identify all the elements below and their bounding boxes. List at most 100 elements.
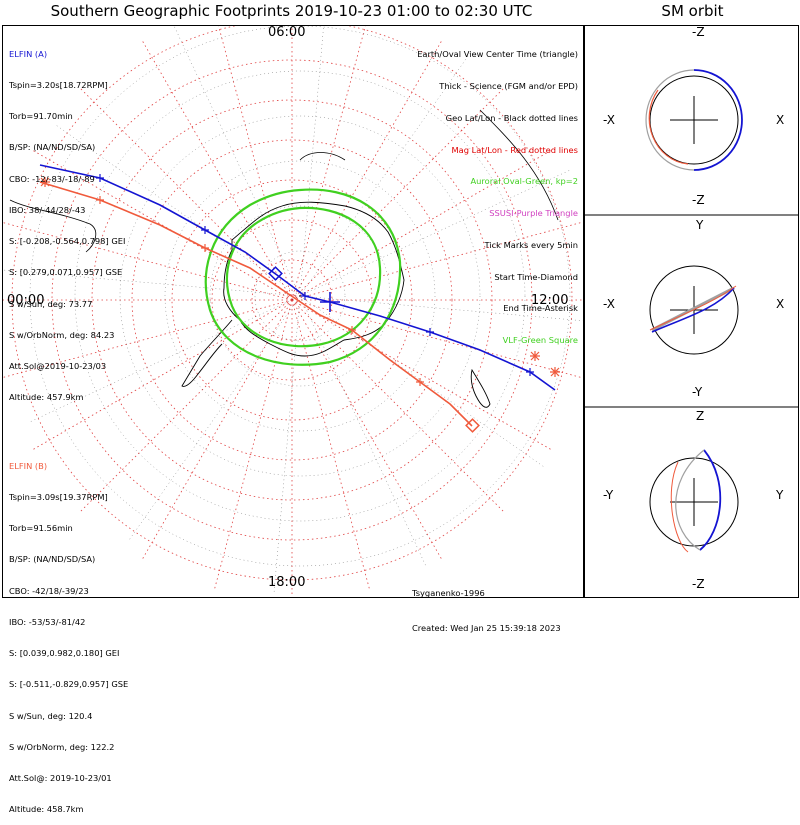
- elfin-a-line: Torb=91.70min: [9, 111, 73, 122]
- geo-latitude-circle: [254, 250, 346, 342]
- sm2-orbit-b: [649, 285, 737, 331]
- elfin-b-line: B/SP: (NA/ND/SD/SA): [9, 554, 96, 565]
- elfin-a-line: S w/OrbNorm, deg: 84.23: [9, 329, 115, 340]
- sm3-top-label: Z: [696, 409, 705, 423]
- legend-item: Mag Lat/Lon - Red dotted lines: [451, 144, 578, 155]
- geo-longitude-line: [273, 295, 301, 595]
- island-outline: [470, 368, 491, 408]
- sm3-right-label: Y: [776, 488, 784, 502]
- elfin-b-info: ELFIN (B) Tspin=3.09s[19.37RPM] Torb=91.…: [9, 440, 128, 825]
- elfin-a-tick: [201, 226, 209, 234]
- antarctica-coastline: [9, 109, 559, 408]
- elfin-a-center-marker: [320, 292, 340, 312]
- mag-longitude-line: [79, 87, 293, 301]
- sm3-bottom-label: -Z: [692, 577, 705, 591]
- mag-longitude-line: [291, 149, 553, 301]
- mag-longitude-line: [291, 221, 582, 301]
- plot-title: Southern Geographic Footprints 2019-10-2…: [50, 2, 533, 20]
- earth-circle: [649, 265, 739, 355]
- mag-longitude-line: [31, 299, 293, 451]
- mag-longitude-line: [291, 299, 553, 451]
- geo-longitude-line: [299, 295, 428, 568]
- elfin-a-tick: [426, 328, 434, 336]
- elfin-a-info: ELFIN (A) Tspin=3.20s[18.72RPM] Torb=91.…: [9, 28, 125, 413]
- sm1-bottom-label: -Z: [692, 193, 705, 207]
- geo-latitude-circle: [119, 115, 481, 477]
- mag-longitude-line: [291, 299, 371, 590]
- legend-item: Tick Marks every 5min: [484, 239, 578, 250]
- sm3-orbit-a: [699, 449, 722, 551]
- sm2-top-label: Y: [696, 218, 704, 232]
- figure-canvas: [2, 25, 799, 598]
- sm1-right-label: X: [776, 113, 785, 127]
- mag-longitude-line: [3, 299, 293, 378]
- elfin-a-line: S w/Sun, deg: 73.77: [9, 298, 93, 309]
- coast-fragment: [299, 152, 346, 161]
- mag-longitude-line: [3, 222, 293, 301]
- australia-edge: [479, 109, 559, 221]
- elfin-b-line: S: [-0.511,-0.829,0.957] GSE: [9, 679, 129, 690]
- elfin-b-end-diamond: [465, 418, 480, 433]
- sm1-top-label: -Z: [692, 25, 705, 39]
- asterisk-marker: [530, 351, 540, 361]
- sm3-left-label: -Y: [603, 488, 614, 502]
- geo-latitude-circle: [164, 160, 436, 432]
- elfin-a-line: S: [0.279,0.071,0.957] GSE: [9, 267, 123, 278]
- sm2-right-label: X: [776, 297, 785, 311]
- elfin-a-line: Att.Sol@2019-10-23/03: [9, 361, 107, 371]
- auroral-oval-inner: [225, 206, 382, 348]
- mag-longitude-line: [141, 39, 293, 301]
- mag-longitude-line: [31, 149, 293, 301]
- geo-latitude-circle: [29, 26, 571, 567]
- elfin-b-line: S w/OrbNorm, deg: 122.2: [9, 741, 115, 752]
- legend-item: VLF-Green Square: [502, 335, 578, 346]
- elfin-a-line: Altitude: 457.9km: [9, 392, 84, 403]
- elfin-b-line: Att.Sol@: 2019-10-23/01: [9, 773, 112, 783]
- mag-latitude-circle: [91, 99, 493, 501]
- sm2-left-label: -X: [603, 297, 615, 311]
- sm-frame: [584, 25, 799, 598]
- elfin-b-line: S: [0.039,0.982,0.180] GEI: [9, 648, 120, 659]
- sm2-orbit-a: [651, 287, 735, 333]
- mag-latitude-circle: [131, 139, 453, 461]
- auroral-oval-outer: [204, 188, 402, 366]
- mag-longitude-line: [291, 299, 443, 561]
- elfin-a-line: CBO: -12/-83/-18/-89: [9, 173, 95, 184]
- mag-longitude-line: [291, 87, 505, 301]
- mag-latitude-circle: [171, 179, 413, 421]
- elfin-b-line: Torb=91.56min: [9, 523, 73, 534]
- mag-longitude-line: [141, 299, 293, 561]
- geo-longitude-line: [299, 26, 324, 297]
- asterisk-marker: [550, 367, 560, 377]
- legend-item: Thick - Science (FGM and/or EPD): [439, 80, 578, 91]
- mag-longitude-line: [291, 26, 366, 301]
- elfin-a-name: ELFIN (A): [9, 48, 48, 59]
- continent-edge: [9, 199, 97, 253]
- elfin-b-tick: [416, 378, 424, 386]
- elfin-b-line: IBO: -53/53/-81/42: [9, 616, 86, 627]
- legend-item: Start Time-Diamond: [494, 271, 578, 282]
- legend-item: Auroral Oval-Green, kp=2: [470, 176, 578, 187]
- sm1-orbit-a: [693, 69, 743, 171]
- elfin-a-line: B/SP: (NA/ND/SD/SA): [9, 142, 96, 153]
- elfin-b-line: Altitude: 458.7km: [9, 804, 84, 815]
- sm-panel-yz: [649, 449, 739, 553]
- mag-longitude-line: [291, 299, 505, 513]
- earth-circle: [649, 75, 739, 165]
- sm1-orbit-b: [648, 89, 689, 165]
- geo-latitude-circle: [209, 205, 391, 387]
- legend-item: Earth/Oval View Center Time (triangle): [417, 49, 578, 60]
- sm3-orbit-b: [670, 461, 689, 553]
- elfin-b-line: Tspin=3.09s[19.37RPM]: [9, 492, 108, 503]
- time-label-bottom: 18:00: [268, 575, 306, 590]
- time-label-top: 06:00: [268, 25, 306, 40]
- elfin-a-start-diamond: [268, 266, 283, 281]
- sm1-left-label: -X: [603, 113, 615, 127]
- polar-map: [3, 26, 583, 597]
- legend-item: End Time-Asterisk: [503, 303, 578, 314]
- credits: Tsyganenko-1996 Created: Wed Jan 25 15:3…: [412, 565, 561, 646]
- satellite-tracks: [39, 164, 560, 433]
- sm2-bottom-label: -Y: [692, 385, 703, 399]
- elfin-a-line: S: [-0.208,-0.564,0.798] GEI: [9, 236, 126, 247]
- legend: Earth/Oval View Center Time (triangle) T…: [417, 28, 578, 356]
